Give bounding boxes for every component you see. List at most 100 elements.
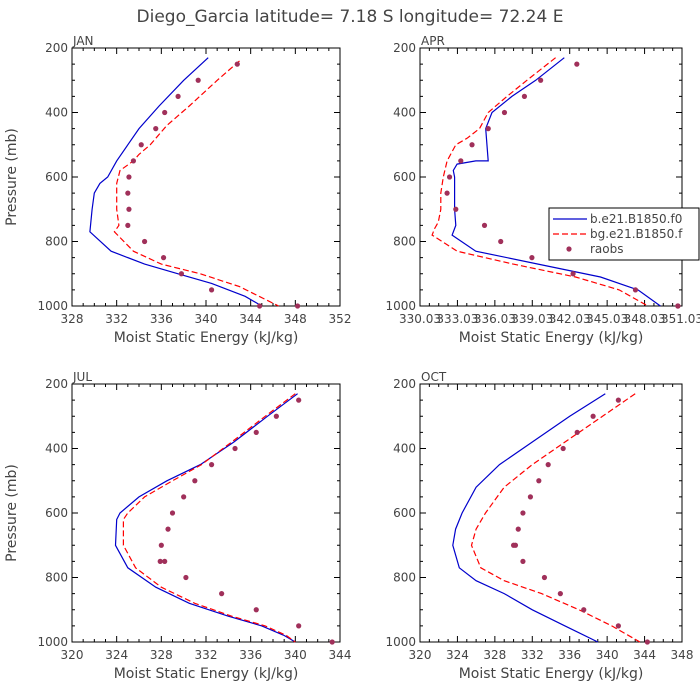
raobs-point: [521, 93, 528, 99]
y-tick-label: 600: [45, 170, 68, 184]
x-tick-label: 352: [329, 312, 352, 326]
x-tick-label: 332: [195, 648, 218, 662]
raobs-point: [162, 109, 168, 116]
y-tick-label: 1000: [37, 635, 68, 649]
x-tick-label: 336: [150, 312, 173, 326]
x-axis-label: Moist Static Energy (kJ/kg): [114, 666, 299, 682]
y-tick-label: 600: [45, 506, 68, 520]
raobs-point: [570, 271, 576, 277]
y-tick-label: 1000: [385, 299, 416, 313]
x-tick-label: 340: [284, 648, 307, 662]
raobs-point: [253, 607, 259, 613]
raobs-point: [615, 623, 621, 629]
raobs-point: [162, 558, 168, 564]
panel-jan: JAN 328 332 336 340 344 348 352 200 400 600 800 1000…: [4, 34, 351, 346]
series-line-solid: [114, 393, 298, 643]
raobs-point: [157, 558, 163, 564]
raobs-point: [453, 206, 459, 212]
y-tick-label: 800: [393, 571, 416, 585]
raobs-point: [538, 77, 544, 83]
raobs-point: [510, 542, 517, 548]
x-tick-label: 332: [105, 312, 128, 326]
raobs-point: [498, 238, 504, 245]
raobs-point: [515, 526, 521, 532]
x-tick-label: 348: [284, 312, 307, 326]
y-tick-label: 600: [393, 170, 416, 184]
raobs-point: [169, 510, 176, 516]
x-tick-label: 320: [61, 648, 84, 662]
x-tick-label: 344: [633, 648, 656, 662]
series-line-b-e21-b1850-f0: [451, 57, 661, 307]
x-axis-label: Moist Static Energy (kJ/kg): [459, 330, 644, 346]
raobs-point: [253, 429, 259, 435]
legend-label: raobs: [590, 242, 624, 256]
x-tick-label: 324: [446, 648, 469, 662]
y-tick-label: 200: [45, 41, 68, 55]
raobs-point: [273, 413, 279, 419]
panels: JAN 328 332 336 340 344 348 352 200 400 600 800 1000…: [4, 34, 700, 682]
raobs-point: [130, 158, 137, 164]
y-axis-label: Pressure (mb): [4, 128, 20, 226]
panel-title: JUL: [72, 370, 92, 384]
x-tick-label: 345.03: [586, 312, 628, 326]
raobs-point: [125, 190, 131, 196]
raobs-point: [536, 478, 542, 484]
x-tick-label: 351.03: [661, 312, 700, 326]
raobs-point: [446, 174, 453, 180]
raobs-point: [219, 591, 225, 597]
series-line-dashed: [113, 60, 279, 307]
raobs-point: [165, 526, 171, 532]
raobs-point: [160, 255, 167, 261]
raobs-point: [615, 397, 621, 403]
raobs-point: [545, 462, 551, 468]
raobs-point: [581, 607, 587, 613]
raobs-point: [444, 190, 450, 196]
y-tick-label: 200: [45, 377, 68, 391]
raobs-point: [153, 126, 159, 132]
x-tick-label: 333.03: [436, 312, 478, 326]
plot-frame: [71, 47, 341, 307]
raobs-point: [541, 574, 548, 581]
raobs-point: [234, 61, 240, 67]
raobs-point: [296, 623, 302, 629]
legend-marker: [566, 246, 572, 252]
page-title: Diego_Garcia latitude= 7.18 S longitude=…: [137, 7, 564, 27]
raobs-point: [469, 142, 475, 148]
y-tick-label: 400: [45, 442, 68, 456]
raobs-point: [183, 574, 189, 581]
raobs-point: [232, 445, 238, 452]
raobs-point: [195, 77, 201, 83]
y-tick-label: 800: [45, 235, 68, 249]
x-tick-label: 340: [195, 312, 218, 326]
raobs-point: [481, 222, 488, 228]
plot-frame: [71, 383, 341, 643]
raobs-point: [208, 287, 215, 293]
raobs-point: [138, 142, 144, 148]
panel-oct: OCT 320 324 328 332 336 340 344 348 200 400 600 800 1…: [385, 370, 693, 682]
raobs-point: [527, 494, 534, 500]
raobs-point: [257, 303, 263, 309]
x-tick-label: 328: [61, 312, 84, 326]
x-tick-label: 340: [596, 648, 619, 662]
x-axis-label: Moist Static Energy (kJ/kg): [459, 666, 644, 682]
raobs-point: [458, 158, 464, 164]
panel-apr: APR330.03333.03336.03339.03342.03345.033…: [385, 34, 700, 346]
panel-title: APR: [421, 34, 445, 48]
raobs-point: [632, 287, 639, 293]
x-tick-label: 328: [483, 648, 506, 662]
raobs-point: [520, 510, 526, 516]
x-tick-label: 336.03: [474, 312, 516, 326]
raobs-point: [485, 126, 491, 132]
raobs-point: [296, 397, 302, 403]
raobs-point: [294, 303, 301, 309]
raobs-point: [208, 462, 215, 468]
y-tick-label: 400: [393, 106, 416, 120]
y-tick-label: 800: [45, 571, 68, 585]
raobs-point: [501, 109, 508, 116]
legend-label: b.e21.B1850.f0: [590, 212, 682, 226]
x-tick-label: 330.03: [399, 312, 441, 326]
y-tick-label: 600: [393, 506, 416, 520]
raobs-point: [126, 174, 132, 180]
y-tick-label: 400: [45, 106, 68, 120]
